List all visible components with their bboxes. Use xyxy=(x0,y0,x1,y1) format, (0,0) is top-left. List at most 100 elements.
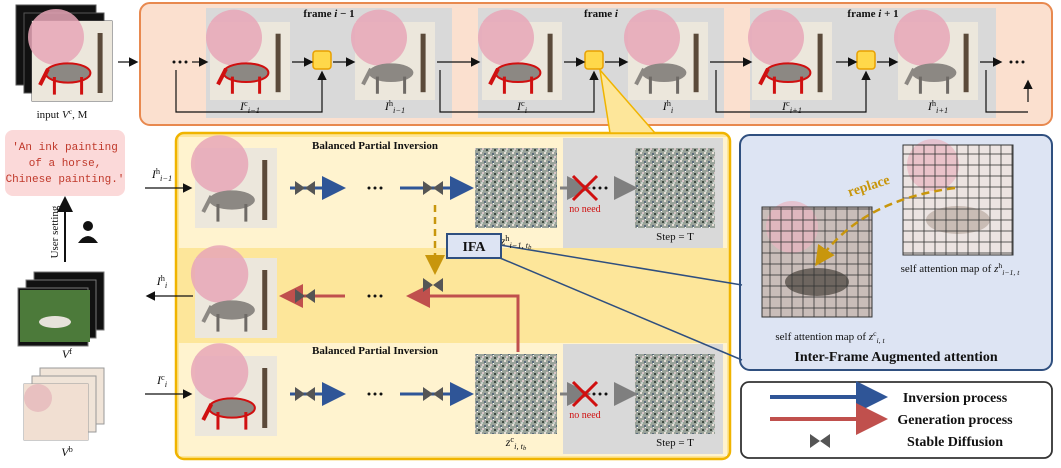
input-label: input Vc, M xyxy=(37,107,88,121)
latent-label: zhi−1, tb xyxy=(500,234,533,251)
label-text: self attention map of xyxy=(775,331,868,343)
horse xyxy=(764,62,812,84)
math-base: i xyxy=(615,8,619,20)
label-text: frame xyxy=(303,8,334,20)
math-base: z xyxy=(868,331,874,343)
callout xyxy=(598,67,657,134)
math-base: I xyxy=(781,99,787,113)
fusion-block xyxy=(584,50,604,70)
latent-label: zci, tb xyxy=(505,435,527,452)
horse xyxy=(641,63,687,83)
fusion-block xyxy=(312,50,332,70)
person-icon xyxy=(83,221,93,231)
ellipsis-dot xyxy=(184,60,188,64)
horse-neck xyxy=(904,67,916,86)
math-sub: i−1 xyxy=(393,106,405,115)
section-title: Balanced Partial Inversion xyxy=(312,140,438,152)
image xyxy=(190,343,277,436)
horse xyxy=(368,63,414,83)
horse-neck xyxy=(201,403,214,421)
noise-image xyxy=(635,354,715,434)
ellipsis-dot xyxy=(178,60,182,64)
row-label: Ihi−1 xyxy=(151,167,172,183)
label-text: , M xyxy=(72,109,88,121)
noise-image xyxy=(475,148,557,228)
image-label: Ici+1 xyxy=(781,99,802,115)
horse-neck xyxy=(634,67,646,86)
tree xyxy=(24,384,52,412)
tree xyxy=(894,9,950,66)
math-sup: c xyxy=(244,99,248,108)
ellipsis-dot xyxy=(1009,60,1013,64)
math-sub: i−1, t xyxy=(1002,268,1020,277)
stable-diffusion-icon xyxy=(423,387,443,401)
math-sup: h xyxy=(932,99,937,108)
horse-neck xyxy=(201,195,214,213)
math-sup: f xyxy=(69,347,72,356)
math-base: I xyxy=(927,99,933,113)
user-setting: User setting xyxy=(49,205,61,258)
background-label: Vb xyxy=(61,445,73,459)
stable-diffusion-icon xyxy=(295,289,315,303)
ifa-link xyxy=(499,244,743,286)
math-sup: c xyxy=(510,435,514,444)
row-label: Ici xyxy=(156,373,168,389)
image xyxy=(894,9,978,100)
math-base: I xyxy=(384,99,390,113)
math-sup: c xyxy=(786,99,790,108)
math-base: z xyxy=(993,263,999,275)
tree xyxy=(351,9,407,66)
label-text: − 1 xyxy=(337,8,354,20)
ellipsis-dot xyxy=(592,392,596,396)
math-sub: i−1, t xyxy=(509,241,528,250)
row-label: Ihi xyxy=(156,274,168,290)
stable-diffusion-icon xyxy=(810,434,830,448)
label-text: frame xyxy=(584,8,615,20)
step-label: Step = T xyxy=(656,437,694,449)
math-sup: h xyxy=(667,99,672,108)
legend xyxy=(740,381,1053,459)
map-label: self attention map of zhi−1, t xyxy=(901,261,1021,277)
ellipsis-dot xyxy=(604,392,608,396)
ellipsis-dot xyxy=(373,392,377,396)
horse-neck xyxy=(38,68,50,86)
tree xyxy=(28,9,84,65)
math-base: V xyxy=(61,445,70,459)
math-base: I xyxy=(156,274,162,288)
image xyxy=(190,135,277,228)
legend-label: Inversion process xyxy=(903,391,1008,406)
ellipsis-dot xyxy=(367,186,371,190)
trunk xyxy=(275,33,281,93)
math-base: V xyxy=(62,109,70,121)
fusion-block xyxy=(856,50,876,70)
tree xyxy=(478,9,534,66)
tree xyxy=(748,9,804,66)
no-need: no need xyxy=(569,204,600,215)
math-sup: c xyxy=(873,329,877,338)
frame-label: frame i + 1 xyxy=(847,8,898,20)
legend-label: Stable Diffusion xyxy=(907,435,1003,450)
prompt-text: Chinese painting.' xyxy=(6,174,125,186)
ifa-label: IFA xyxy=(462,240,486,255)
math-sub2: b xyxy=(528,244,532,251)
horse-neck xyxy=(361,67,373,86)
ellipsis-dot xyxy=(367,392,371,396)
section-title: Balanced Partial Inversion xyxy=(312,345,438,357)
horse xyxy=(208,300,255,320)
cross xyxy=(571,174,599,202)
prompt-text: 'An ink painting xyxy=(12,142,118,154)
horse xyxy=(494,62,542,84)
trunk xyxy=(262,270,268,330)
math-sub: i−1 xyxy=(160,174,172,183)
trunk xyxy=(817,33,823,93)
trunk xyxy=(262,368,268,428)
image xyxy=(206,9,290,100)
math-base: I xyxy=(156,373,162,387)
math-sub: i xyxy=(165,281,168,290)
horse-neck xyxy=(201,305,214,323)
generation-path xyxy=(406,284,520,352)
math-base: I xyxy=(662,99,668,113)
math-base: i xyxy=(878,8,882,20)
math-sup: c xyxy=(521,99,525,108)
trunk xyxy=(420,33,426,93)
